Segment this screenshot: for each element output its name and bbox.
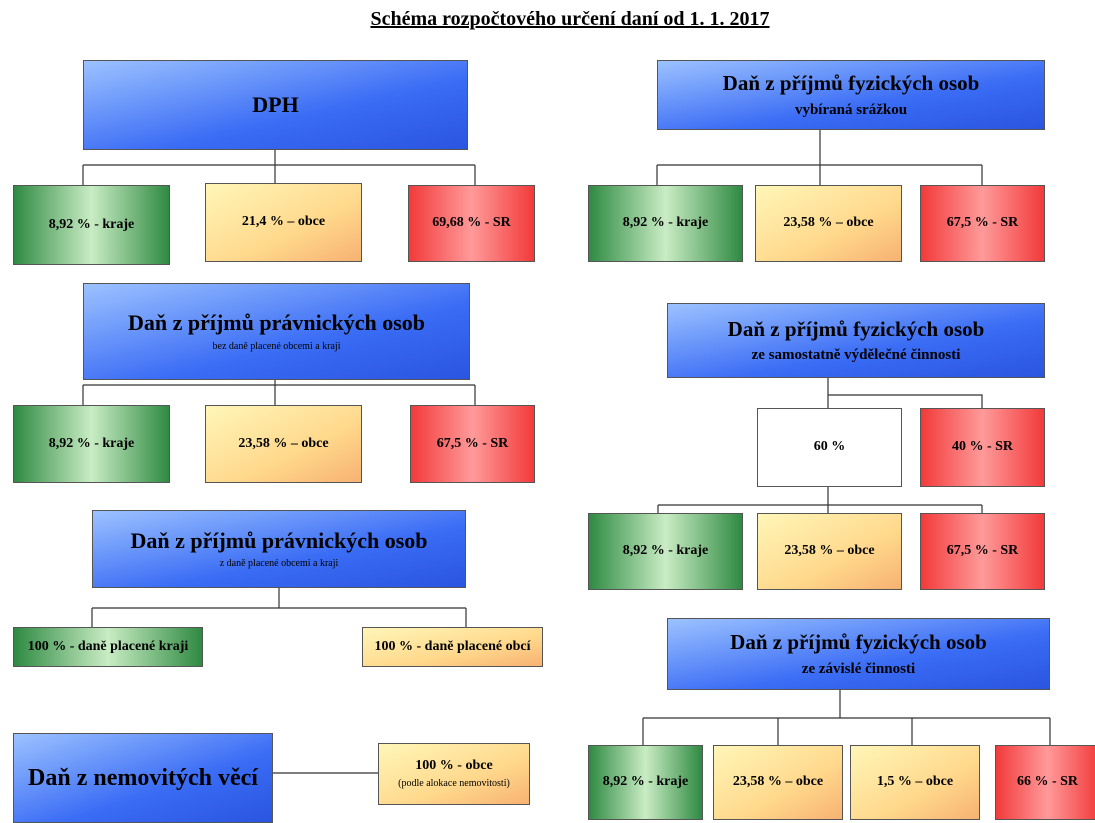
box: 8,92 % - kraje — [588, 513, 743, 590]
box: 69,68 % - SR — [408, 185, 535, 262]
box-label: Daň z příjmů právnických osob — [127, 310, 426, 336]
box-label: 40 % - SR — [951, 439, 1014, 455]
box: 23,58 % – obce — [713, 745, 843, 820]
box: 23,58 % – obce — [205, 405, 362, 483]
box: Daň z nemovitých věcí — [13, 733, 273, 823]
box-label: 8,92 % - kraje — [48, 216, 135, 232]
box: 8,92 % - kraje — [13, 405, 170, 483]
box-label: 8,92 % - kraje — [602, 774, 689, 790]
box: 8,92 % - kraje — [588, 745, 703, 820]
box-label: 100 % - daně placené obcí — [374, 638, 531, 654]
box: 21,4 % – obce — [205, 183, 362, 262]
box-label: Daň z příjmů fyzických osob — [727, 316, 985, 341]
connector — [656, 130, 983, 185]
box-label: 67,5 % - SR — [946, 215, 1019, 231]
box-sublabel: ze samostatně výdělečné činnosti — [751, 347, 961, 364]
box: 67,5 % - SR — [410, 405, 535, 483]
box-sublabel: (podle alokace nemovitosti) — [398, 778, 510, 790]
box-sublabel: ze závislé činnosti — [801, 660, 916, 677]
box-label: 67,5 % - SR — [946, 543, 1019, 559]
box-label: Daň z příjmů fyzických osob — [722, 71, 980, 96]
box-sublabel: vybíraná srážkou — [794, 101, 908, 118]
box-label: 100 % - daně placené kraji — [27, 638, 189, 654]
connector — [642, 690, 1051, 745]
box-label: Daň z příjmů fyzických osob — [730, 630, 987, 655]
box-label: 8,92 % - kraje — [622, 543, 709, 559]
box: DPH — [83, 60, 468, 150]
connector — [82, 150, 476, 185]
box-label: 60 % — [813, 439, 846, 455]
box: Daň z příjmů fyzických osob ze závislé či… — [667, 618, 1050, 690]
connector — [82, 380, 476, 405]
box: 23,58 % – obce — [757, 513, 902, 590]
box: 100 % - daně placené kraji — [13, 627, 203, 667]
box: 100 % - daně placené obcí — [362, 627, 543, 667]
box: Daň z příjmů právnických osob z daně plac… — [92, 510, 466, 588]
box: 23,58 % – obce — [755, 185, 902, 262]
box-label: 66 % - SR — [1016, 774, 1079, 790]
box: 1,5 % – obce — [850, 745, 980, 820]
box: Daň z příjmů fyzických osob ze samostatně… — [667, 303, 1045, 378]
connector — [657, 378, 983, 513]
box-label: 23,58 % – obce — [238, 435, 329, 451]
box-label: 1,5 % – obce — [876, 774, 954, 790]
connector — [91, 588, 467, 627]
box-label: DPH — [252, 91, 299, 117]
box-label: Daň z nemovitých věcí — [28, 764, 258, 791]
box-label: 8,92 % - kraje — [48, 435, 135, 451]
box: 66 % - SR — [995, 745, 1095, 820]
box-label: Daň z příjmů právnických osob — [130, 527, 428, 553]
box-label: 100 % - obce — [415, 757, 493, 773]
box: 8,92 % - kraje — [588, 185, 743, 262]
box-label: 67,5 % - SR — [436, 435, 509, 451]
box: 8,92 % - kraje — [13, 185, 170, 265]
box-label: 69,68 % - SR — [432, 215, 511, 231]
box: 67,5 % - SR — [920, 513, 1045, 590]
box: 100 % - obce (podle alokace nemovitosti) — [378, 743, 530, 805]
box-sublabel: z daně placené obcemi a kraji — [219, 558, 339, 570]
box-label: 21,4 % – obce — [241, 214, 326, 230]
box-sublabel: bez daně placené obcemi a kraji — [212, 340, 341, 352]
box: Daň z příjmů fyzických osob vybíraná sráž… — [657, 60, 1045, 130]
box: Daň z příjmů právnických osob bez daně pl… — [83, 283, 470, 380]
box: 60 % — [757, 408, 902, 487]
box-label: 23,58 % – obce — [732, 774, 824, 790]
box: 40 % - SR — [920, 408, 1045, 487]
diagram-title: Schéma rozpočtového určení daní od 1. 1.… — [370, 8, 770, 30]
box-label: 23,58 % – obce — [783, 215, 874, 231]
box-label: 23,58 % – obce — [784, 543, 875, 559]
box-label: 8,92 % - kraje — [622, 215, 709, 231]
box: 67,5 % - SR — [920, 185, 1045, 262]
